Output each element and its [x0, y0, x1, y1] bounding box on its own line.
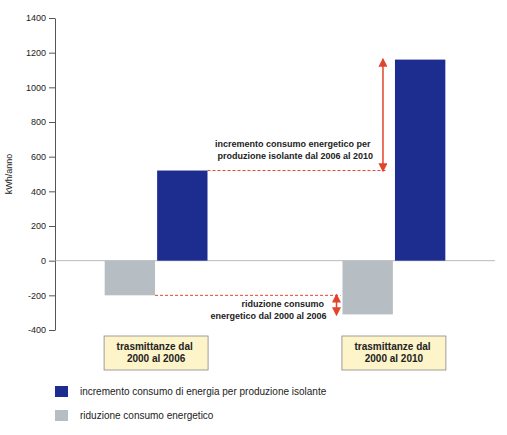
y-tick: -400: [28, 325, 55, 335]
y-tick: 1000: [26, 83, 55, 93]
y-tick-label: 600: [31, 152, 46, 162]
y-tick-label: 400: [31, 187, 46, 197]
text-line: riduzione consumo: [241, 299, 326, 309]
annotation-arrow: [382, 60, 384, 171]
y-axis-line: [55, 19, 56, 331]
bar: [105, 261, 155, 296]
bar: [343, 261, 393, 315]
y-tick-mark: [49, 157, 55, 158]
y-tick-label: 1000: [26, 83, 46, 93]
y-tick: 800: [31, 117, 55, 127]
chart: -400 -200 0 200 400 600 800 1000 1200 1400 kWh/ann…: [0, 0, 507, 435]
y-tick-label: -200: [28, 291, 46, 301]
y-tick-label: 0: [41, 256, 46, 266]
y-tick-mark: [49, 191, 55, 192]
y-tick-label: 1400: [26, 13, 46, 23]
text-line: trasmittanze dal: [117, 341, 196, 352]
bar: [395, 60, 445, 261]
y-tick-mark: [49, 295, 55, 296]
x-tick-label: trasmittanze dal 2000 al 2010: [354, 341, 433, 364]
text-line: produzione isolante dal 2006 al 2010: [217, 151, 373, 161]
annotation: incremento consumo energetico per produz…: [215, 139, 373, 161]
legend-swatch: [55, 410, 68, 421]
category-box: [342, 336, 446, 370]
annotation-guide: [155, 295, 340, 296]
text-line: 2000 al 2010: [365, 353, 424, 364]
y-tick: 1200: [26, 48, 55, 58]
legend-label: riduzione consumo energetico: [80, 410, 214, 421]
y-tick-label: 800: [31, 117, 46, 127]
y-tick-mark: [49, 53, 55, 54]
y-tick-mark: [49, 226, 55, 227]
y-tick-label: 200: [31, 221, 46, 231]
text-line: incremento consumo energetico per: [215, 139, 373, 149]
y-tick-mark: [49, 261, 55, 262]
legend-label: incremento consumo di energia per produz…: [80, 386, 327, 397]
annotation-arrow: [336, 295, 338, 314]
y-tick-label: -400: [28, 325, 46, 335]
category-box: [104, 336, 208, 370]
annotation-guide: [207, 170, 386, 171]
x-axis: trasmittanze dal 2000 al 2006trasmittanz…: [104, 336, 446, 370]
bar: [157, 171, 207, 261]
legend-swatch: [55, 386, 68, 397]
text-line: trasmittanze dal: [354, 341, 433, 352]
legend: incremento consumo di energia per produz…: [55, 386, 327, 421]
y-tick-label: 1200: [26, 48, 46, 58]
text-line: energetico dal 2000 al 2006: [210, 311, 326, 321]
y-tick: -200: [28, 291, 55, 301]
y-axis-title: kWh/anno: [4, 154, 14, 195]
y-tick-mark: [49, 122, 55, 123]
x-tick-label: trasmittanze dal 2000 al 2006: [117, 341, 196, 364]
y-tick-mark: [49, 87, 55, 88]
y-tick: 200: [31, 221, 55, 231]
y-tick: 600: [31, 152, 55, 162]
y-tick: 0: [41, 256, 55, 266]
y-tick: 1400: [26, 13, 55, 23]
bars: [105, 60, 446, 315]
annotations: incremento consumo energetico per produz…: [155, 60, 387, 322]
y-axis: -400 -200 0 200 400 600 800 1000 1200 1400: [26, 13, 56, 335]
annotation: riduzione consumo energetico dal 2000 al…: [210, 299, 326, 321]
y-tick-mark: [49, 330, 55, 331]
text-line: 2000 al 2006: [127, 353, 186, 364]
y-tick-mark: [49, 18, 55, 19]
y-tick: 400: [31, 187, 55, 197]
